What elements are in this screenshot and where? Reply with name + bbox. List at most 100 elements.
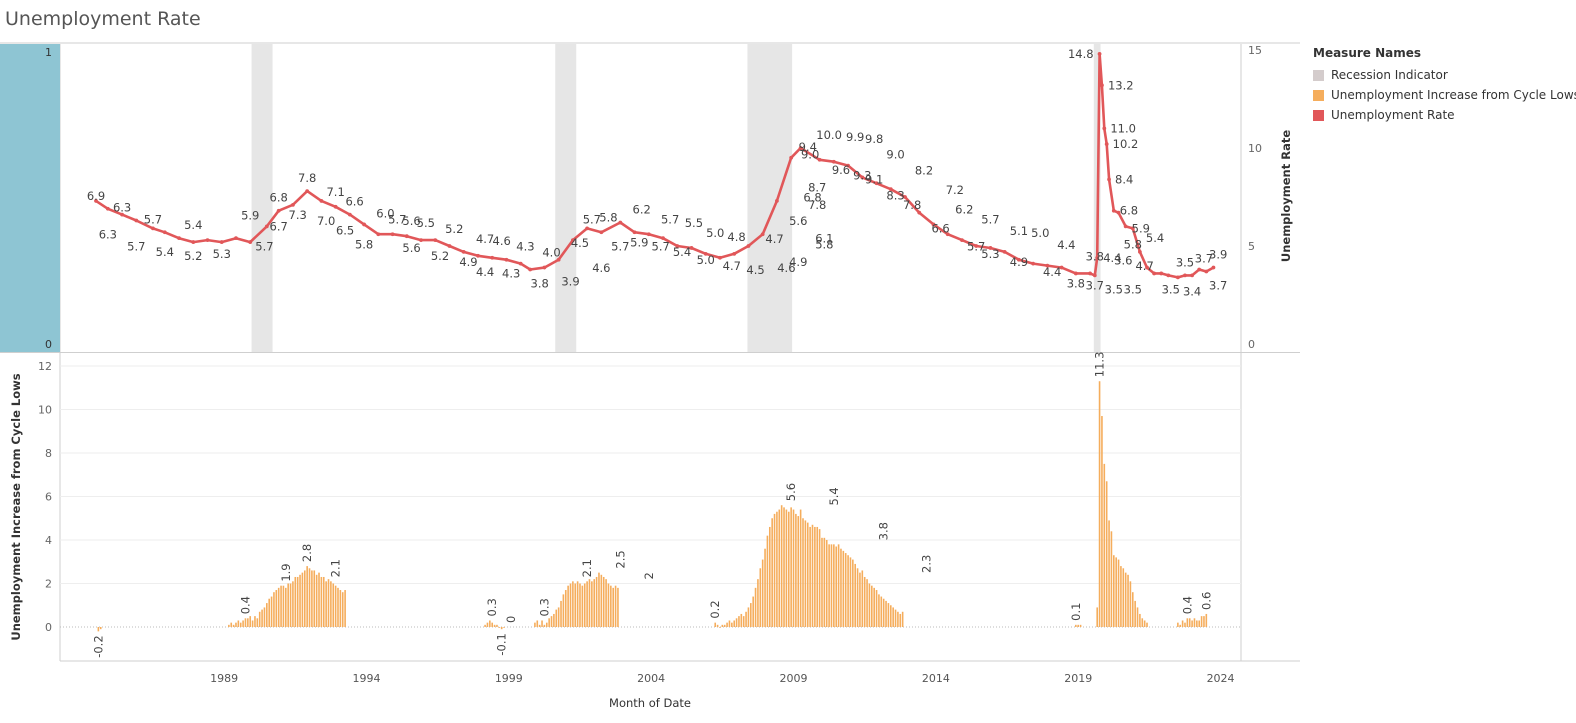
rate-point xyxy=(903,195,907,199)
increase-axis-tick: 12 xyxy=(38,360,52,373)
rate-axis-tick: 5 xyxy=(1248,240,1255,253)
increase-bar xyxy=(550,616,553,627)
rate-data-label: 5.2 xyxy=(184,249,202,263)
increase-data-label: 2.5 xyxy=(613,550,627,568)
increase-bar xyxy=(285,587,287,627)
increase-bar xyxy=(766,535,769,627)
legend-item-recession[interactable]: Recession Indicator xyxy=(1313,65,1576,85)
rate-data-label: 3.9 xyxy=(561,275,579,289)
increase-axis-label: Unemployment Increase from Cycle Lows xyxy=(9,373,23,640)
rate-data-label: 8.2 xyxy=(915,163,933,177)
rate-data-label: 6.6 xyxy=(931,222,949,236)
rate-data-label: 6.1 xyxy=(815,231,833,245)
rate-data-label: 6.3 xyxy=(99,228,117,242)
increase-bar xyxy=(266,603,268,627)
increase-bar xyxy=(814,526,816,627)
rate-data-label: 9.0 xyxy=(886,148,904,162)
rate-data-label: 5.3 xyxy=(213,247,231,261)
rate-data-label: 6.6 xyxy=(345,195,363,209)
increase-bars xyxy=(97,381,1208,632)
increase-bar xyxy=(1193,618,1196,627)
rate-point xyxy=(120,212,124,217)
rate-data-label: 4.3 xyxy=(516,240,534,254)
increase-bar xyxy=(553,613,555,627)
increase-bar xyxy=(583,583,586,627)
rate-data-label: 4.9 xyxy=(789,255,807,269)
increase-bar xyxy=(564,590,567,627)
legend-swatch-recession xyxy=(1313,69,1324,81)
rate-point xyxy=(234,236,238,241)
increase-bar xyxy=(576,581,579,627)
rate-data-label: 14.8 xyxy=(1068,47,1094,61)
rate-data-label: 3.8 xyxy=(531,277,549,291)
rate-data-label: 5.1 xyxy=(1010,224,1028,238)
rate-point xyxy=(433,238,438,243)
rate-point xyxy=(1123,224,1128,229)
increase-bar xyxy=(235,622,237,627)
increase-bar xyxy=(738,616,740,627)
increase-bar xyxy=(254,616,256,627)
increase-bar xyxy=(719,627,721,628)
rate-data-label: 4.9 xyxy=(459,255,477,269)
rate-point xyxy=(599,230,604,235)
increase-data-label: 2 xyxy=(642,572,656,579)
rate-point xyxy=(1175,275,1180,280)
increase-bar xyxy=(1117,559,1120,627)
rate-point xyxy=(1104,142,1109,146)
rate-data-label: 3.4 xyxy=(1183,284,1201,298)
increase-bar xyxy=(1191,620,1193,627)
rate-point xyxy=(390,232,395,237)
recession-bands xyxy=(251,44,1101,352)
increase-bar xyxy=(771,518,773,627)
increase-bar xyxy=(581,585,584,627)
rate-point xyxy=(718,255,722,260)
increase-bar xyxy=(833,544,835,627)
increase-bar xyxy=(242,620,244,627)
rate-point xyxy=(461,249,466,254)
legend-item-increase[interactable]: Unemployment Increase from Cycle Lows xyxy=(1313,85,1576,105)
rate-point xyxy=(1204,269,1209,274)
increase-bar xyxy=(852,559,854,627)
rate-point xyxy=(419,238,423,243)
increase-bar xyxy=(325,581,327,627)
rate-data-label: 4.4 xyxy=(1103,251,1121,265)
x-axis-tick: 2024 xyxy=(1207,672,1235,685)
rate-data-label: 5.2 xyxy=(431,249,449,263)
increase-bar xyxy=(1110,531,1113,627)
rate-data-label: 7.8 xyxy=(298,171,316,185)
increase-bar xyxy=(1203,616,1205,627)
increase-data-label: 11.3 xyxy=(1093,352,1107,378)
rate-data-label: 5.4 xyxy=(184,218,202,232)
increase-bar xyxy=(783,507,785,627)
increase-bar xyxy=(806,522,809,627)
increase-bar xyxy=(825,540,828,627)
increase-data-label: 2.8 xyxy=(300,544,314,562)
increase-bar xyxy=(1105,481,1108,627)
increase-bar xyxy=(261,609,263,627)
increase-bar xyxy=(714,622,717,627)
increase-bar xyxy=(1113,555,1115,627)
rate-point xyxy=(661,236,665,241)
rate-point xyxy=(1211,265,1216,270)
increase-bar xyxy=(887,603,890,627)
increase-bar xyxy=(263,607,266,627)
rate-data-label: 3.9 xyxy=(1209,248,1227,262)
rate-point xyxy=(248,240,253,244)
rate-data-label: 4.7 xyxy=(476,232,494,246)
rate-data-label: 9.4 xyxy=(799,140,817,154)
increase-bar xyxy=(258,611,261,627)
increase-bar xyxy=(498,627,501,628)
increase-bar xyxy=(889,605,892,627)
rate-point xyxy=(490,255,495,260)
increase-bar xyxy=(847,555,849,627)
increase-bar xyxy=(232,624,235,627)
rate-point xyxy=(860,175,865,180)
rate-data-label: 9.1 xyxy=(865,173,883,187)
increase-bar xyxy=(740,613,743,627)
increase-bar xyxy=(735,618,738,627)
rate-point xyxy=(504,257,509,262)
rate-data-label: 6.2 xyxy=(633,202,651,216)
increase-data-label: 2.1 xyxy=(580,559,594,577)
increase-bar xyxy=(797,516,800,627)
legend-item-rate[interactable]: Unemployment Rate xyxy=(1313,105,1576,125)
